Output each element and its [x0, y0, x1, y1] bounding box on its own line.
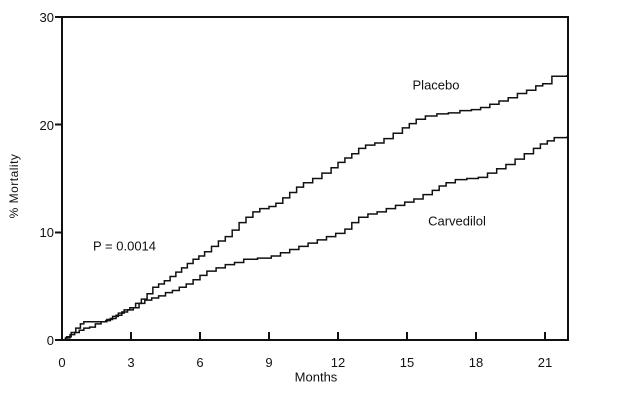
x-tick-label: 6	[196, 355, 204, 370]
plot-border	[61, 16, 569, 341]
x-tick-label: 0	[58, 355, 66, 370]
carvedilol-series-label: Carvedilol	[428, 213, 486, 229]
x-tick-label: 21	[537, 355, 553, 370]
y-tick-label: 0	[46, 333, 54, 348]
x-tick-label: 9	[265, 355, 273, 370]
y-tick-label: 30	[39, 10, 54, 25]
x-tick-label: 15	[399, 355, 415, 370]
y-axis-label: % Mortality	[7, 153, 21, 219]
x-axis-label: Months	[294, 369, 338, 385]
carvedilol-curve	[62, 136, 568, 341]
x-tick-label: 18	[468, 355, 484, 370]
x-tick-label: 12	[330, 355, 346, 370]
x-tick-label: 3	[127, 355, 135, 370]
y-tick-label: 20	[39, 117, 54, 133]
placebo-curve	[62, 75, 568, 341]
y-tick-label: 10	[39, 225, 54, 241]
placebo-series-label: Placebo	[412, 77, 460, 93]
p-value-annotation: P = 0.0014	[93, 238, 157, 254]
